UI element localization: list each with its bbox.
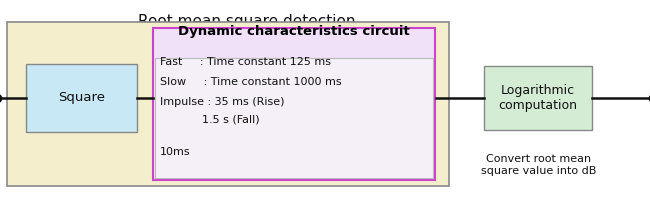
FancyBboxPatch shape <box>153 28 436 180</box>
Point <box>647 96 650 100</box>
FancyBboxPatch shape <box>155 58 433 178</box>
Text: Slow     : Time constant 1000 ms: Slow : Time constant 1000 ms <box>160 77 341 87</box>
FancyBboxPatch shape <box>6 22 448 186</box>
Text: Logarithmic
computation: Logarithmic computation <box>499 84 577 112</box>
Text: 1.5 s (Fall): 1.5 s (Fall) <box>160 115 259 125</box>
FancyBboxPatch shape <box>484 66 592 130</box>
Text: Impulse : 35 ms (Rise): Impulse : 35 ms (Rise) <box>160 97 285 107</box>
Text: Dynamic characteristics circuit: Dynamic characteristics circuit <box>178 25 410 38</box>
Text: Fast     : Time constant 125 ms: Fast : Time constant 125 ms <box>160 57 331 67</box>
Text: 10ms: 10ms <box>160 147 190 157</box>
Point <box>0 96 3 100</box>
Text: Convert root mean
square value into dB: Convert root mean square value into dB <box>480 154 596 176</box>
FancyBboxPatch shape <box>26 64 136 132</box>
Text: Square: Square <box>58 92 105 104</box>
Text: Root mean square detection: Root mean square detection <box>138 14 356 29</box>
